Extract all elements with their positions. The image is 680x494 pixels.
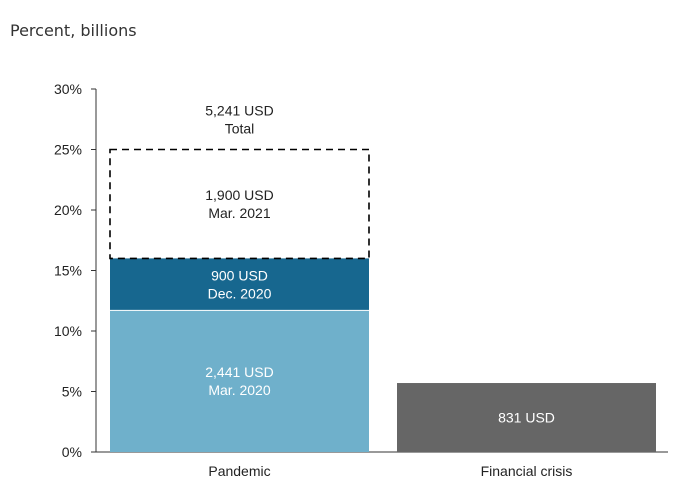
- y-tick-label: 5%: [62, 384, 82, 400]
- bar-segment: [110, 310, 369, 452]
- category-label: Financial crisis: [481, 463, 573, 479]
- segment-data-label: 1,900 USD: [205, 187, 273, 203]
- y-tick-label: 10%: [54, 323, 82, 339]
- segment-data-label: Dec. 2020: [208, 285, 272, 301]
- y-tick-label: 15%: [54, 263, 82, 279]
- y-tick-label: 30%: [54, 81, 82, 97]
- category-label: Pandemic: [208, 463, 270, 479]
- segment-data-label: Mar. 2020: [208, 382, 270, 398]
- y-tick-label: 0%: [62, 444, 82, 460]
- y-tick-label: 25%: [54, 142, 82, 158]
- bar-segment: [110, 258, 369, 311]
- segment-data-label: Mar. 2021: [208, 205, 270, 221]
- segment-data-label: 900 USD: [211, 267, 268, 283]
- y-tick-label: 20%: [54, 202, 82, 218]
- bar-segment-projected: [109, 148, 370, 260]
- total-label: Total: [225, 121, 255, 137]
- unit-label: Percent, billions: [10, 21, 137, 40]
- segment-data-label: 831 USD: [498, 410, 555, 426]
- segment-data-label: 2,441 USD: [205, 364, 273, 380]
- bar-segment: [397, 383, 656, 452]
- total-label: 5,241 USD: [205, 103, 273, 119]
